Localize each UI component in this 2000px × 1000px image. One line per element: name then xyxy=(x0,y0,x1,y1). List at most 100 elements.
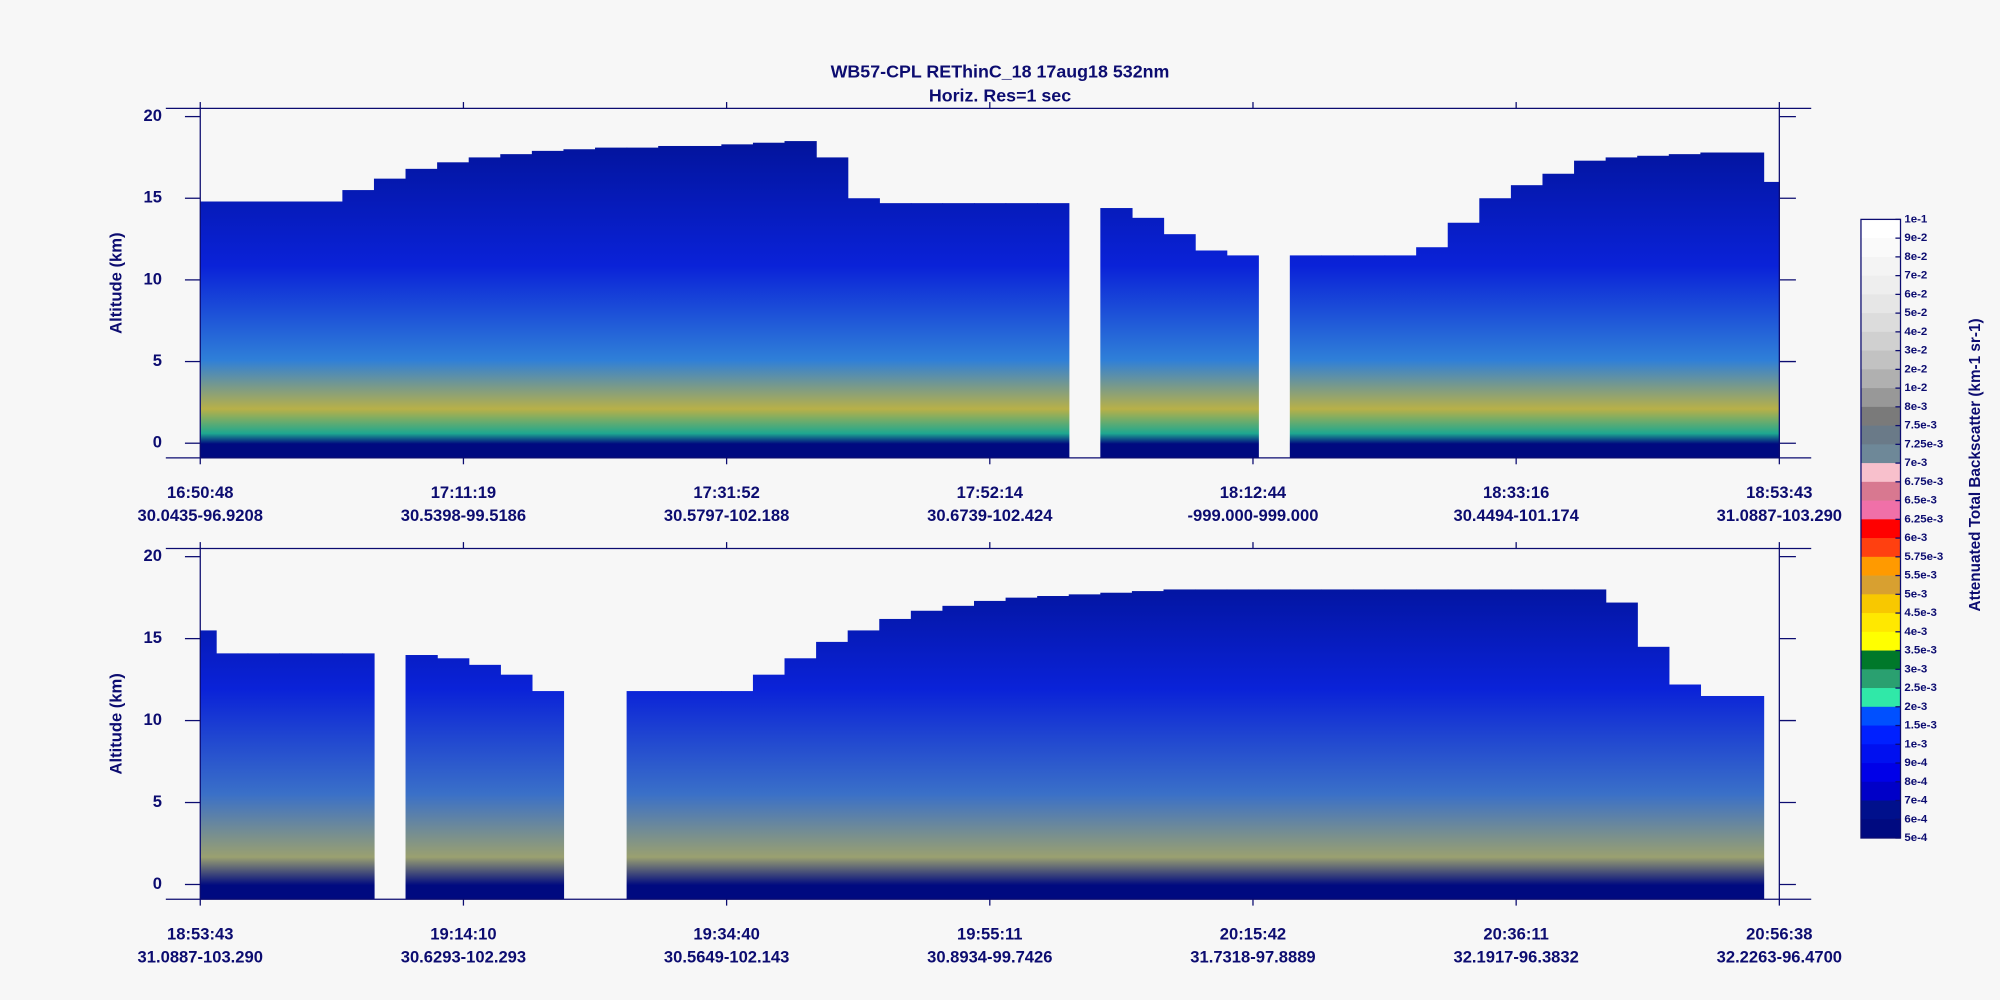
signal-column xyxy=(1447,589,1480,900)
x-tick-sublabel: 30.5398-99.5186 xyxy=(401,506,526,525)
colorbar-segment xyxy=(1860,538,1901,558)
signal-column xyxy=(500,154,533,458)
signal-column xyxy=(1731,695,1765,900)
signal-column xyxy=(721,144,754,458)
colorbar-segment xyxy=(1860,519,1901,539)
colorbar-label: 9e-2 xyxy=(1904,232,1927,244)
signal-column xyxy=(405,655,438,900)
signal-column xyxy=(847,198,880,458)
x-tick-sublabel: 30.5649-102.143 xyxy=(664,947,789,966)
signal-column xyxy=(468,157,501,458)
signal-column xyxy=(1510,589,1544,900)
signal-column xyxy=(216,201,249,458)
signal-column xyxy=(437,162,470,458)
y-tick-label: 15 xyxy=(144,628,162,647)
signal-column xyxy=(1163,589,1196,900)
colorbar-label: 5e-3 xyxy=(1904,588,1927,600)
x-tick-label: 19:55:11 xyxy=(957,924,1022,943)
x-tick-sublabel: 30.0435-96.9208 xyxy=(138,506,263,525)
x-tick-label: 20:15:42 xyxy=(1220,924,1286,943)
signal-column xyxy=(405,168,438,458)
signal-column xyxy=(626,147,659,458)
colorbar-segment xyxy=(1860,744,1901,764)
colorbar-title: Attenuated Total Backscatter (km-1 sr-1) xyxy=(1967,318,1984,611)
colorbar-segment xyxy=(1860,425,1901,445)
signal-column xyxy=(974,203,1007,458)
colorbar-label: 6.25e-3 xyxy=(1904,513,1943,525)
x-tick-label: 17:11:19 xyxy=(431,483,496,502)
colorbar-segment xyxy=(1860,669,1901,689)
signal-column xyxy=(247,201,280,458)
colorbar-label: 3.5e-3 xyxy=(1904,645,1937,657)
x-tick-label: 17:31:52 xyxy=(693,483,759,502)
signal-column xyxy=(974,600,1007,900)
signal-column xyxy=(910,203,944,458)
signal-column xyxy=(1226,589,1259,900)
colorbar-segment xyxy=(1860,594,1901,614)
signal-column xyxy=(1479,589,1512,900)
signal-column xyxy=(247,653,280,900)
signal-column xyxy=(468,664,501,900)
x-tick-label: 18:33:16 xyxy=(1483,483,1549,502)
signal-column xyxy=(1352,589,1386,900)
colorbar-segment xyxy=(1860,500,1901,520)
colorbar-label: 1.5e-3 xyxy=(1904,720,1937,732)
signal-column xyxy=(1131,591,1165,900)
signal-column xyxy=(1226,255,1259,458)
signal-column xyxy=(1479,198,1512,458)
colorbar-segment xyxy=(1860,219,1901,239)
signal-column xyxy=(200,201,217,458)
signal-column xyxy=(752,674,786,900)
x-tick-sublabel: 30.6293-102.293 xyxy=(401,947,526,966)
colorbar-segment xyxy=(1860,781,1901,801)
signal-column xyxy=(279,653,312,900)
signal-column xyxy=(1068,594,1101,900)
signal-column xyxy=(279,201,312,458)
colorbar-segment xyxy=(1860,800,1901,820)
colorbar-segment xyxy=(1860,725,1901,745)
x-tick-sublabel: 30.8934-99.7426 xyxy=(927,947,1052,966)
colorbar-label: 1e-3 xyxy=(1904,738,1927,750)
signal-column xyxy=(1289,589,1323,900)
x-tick-label: 19:34:40 xyxy=(693,924,759,943)
signal-column xyxy=(1574,160,1607,458)
colorbar-segment xyxy=(1860,650,1901,670)
signal-column xyxy=(1005,597,1038,900)
signal-column xyxy=(910,610,944,900)
signal-column xyxy=(1605,602,1638,900)
y-axis-label: Altitude (km) xyxy=(107,233,126,334)
signal-column xyxy=(1195,589,1228,900)
colorbar-label: 4e-2 xyxy=(1904,326,1927,338)
signal-column xyxy=(1542,589,1575,900)
signal-column xyxy=(310,201,344,458)
colorbar-label: 6e-3 xyxy=(1904,532,1927,544)
signal-column xyxy=(1384,589,1417,900)
signal-column xyxy=(1100,208,1133,458)
colorbar-label: 3e-2 xyxy=(1904,345,1927,357)
colorbar-label: 6.5e-3 xyxy=(1904,495,1937,507)
colorbar-label: 5.75e-3 xyxy=(1904,551,1943,563)
x-tick-label: 18:12:44 xyxy=(1220,483,1287,502)
x-tick-sublabel: 32.1917-96.3832 xyxy=(1453,947,1578,966)
signal-column xyxy=(1384,255,1417,458)
signal-column xyxy=(942,203,975,458)
y-axis-label: Altitude (km) xyxy=(107,673,126,774)
signal-column xyxy=(1637,155,1670,458)
colorbar-label: 2e-2 xyxy=(1904,363,1927,375)
colorbar-label: 4.5e-3 xyxy=(1904,607,1937,619)
colorbar-segment xyxy=(1860,688,1901,708)
signal-column xyxy=(1352,255,1386,458)
colorbar-label: 2.5e-3 xyxy=(1904,682,1937,694)
x-tick-sublabel: 31.7318-97.8889 xyxy=(1190,947,1315,966)
signal-column xyxy=(310,653,344,900)
colorbar-label: 1e-1 xyxy=(1904,213,1928,225)
colorbar-label: 7e-3 xyxy=(1904,457,1927,469)
signal-column xyxy=(1195,250,1228,458)
colorbar-segment xyxy=(1860,369,1901,389)
colorbar-frame xyxy=(1860,218,1902,839)
x-tick-sublabel: 31.0887-103.290 xyxy=(138,947,263,966)
signal-column xyxy=(1542,173,1575,458)
signal-column xyxy=(595,147,628,458)
y-tick-label: 5 xyxy=(153,351,162,370)
